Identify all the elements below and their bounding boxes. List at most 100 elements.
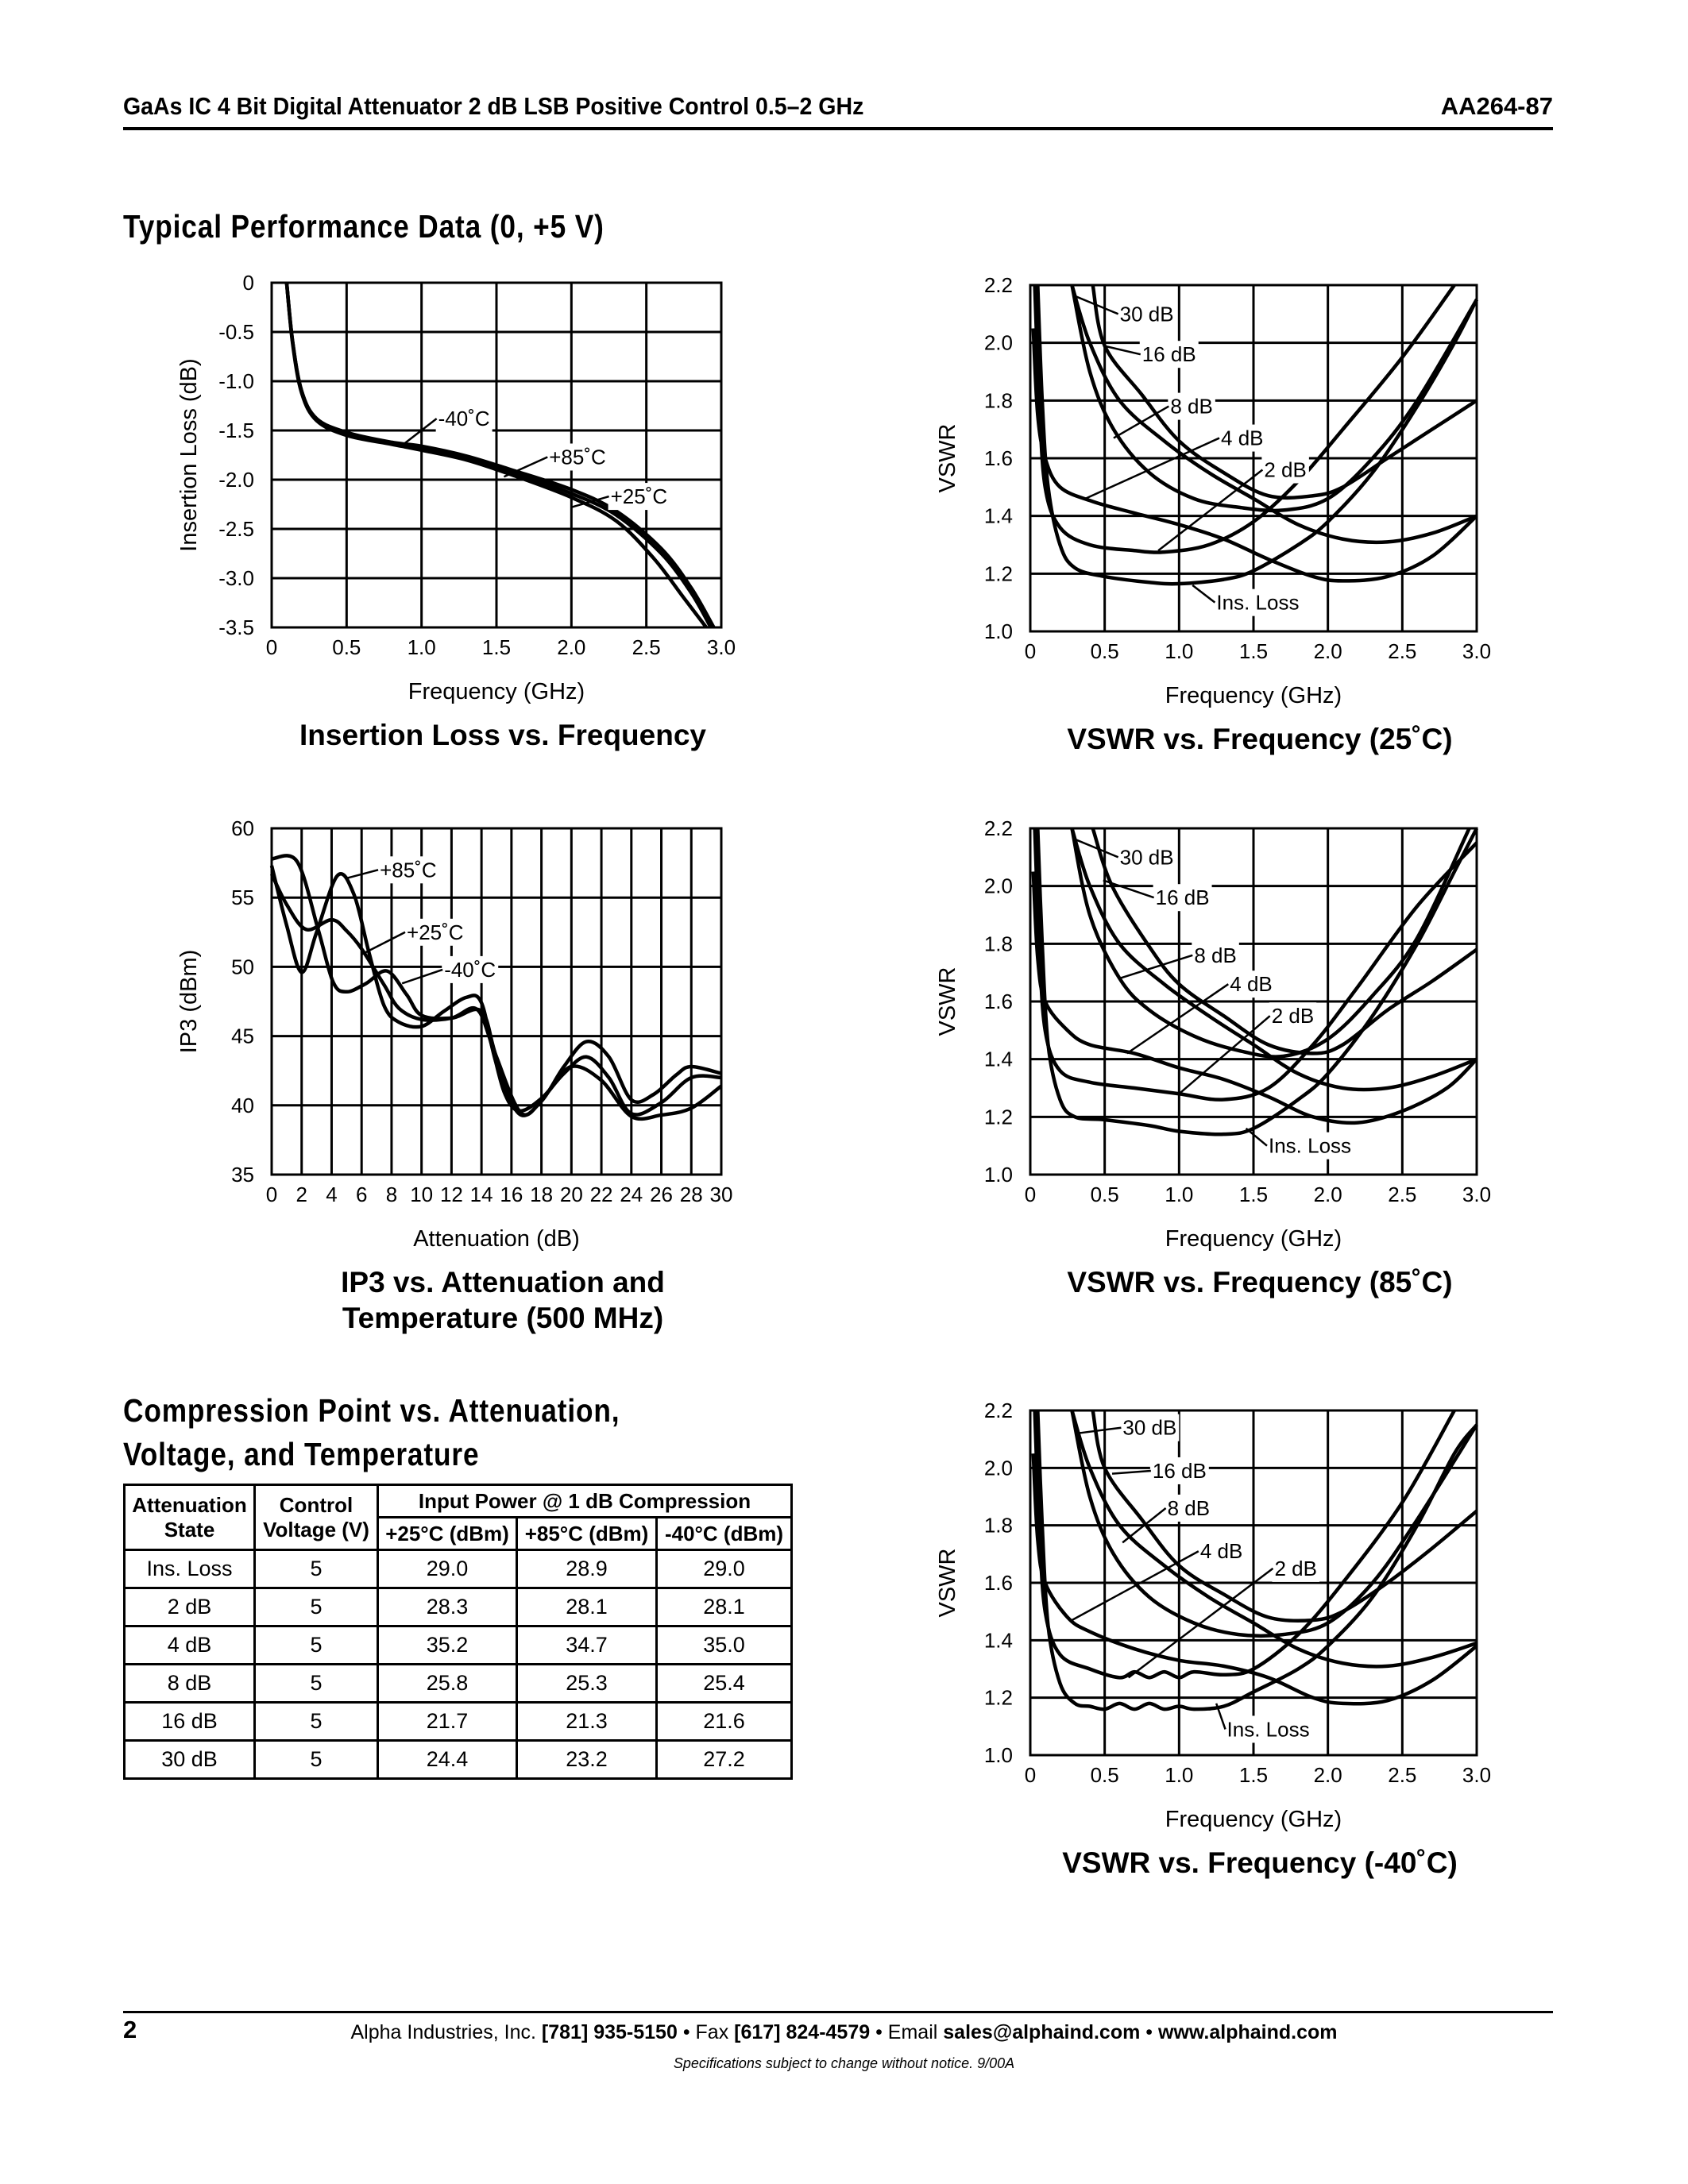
y-tick-label: -3.0 bbox=[218, 566, 254, 590]
y-tick-label: -2.5 bbox=[218, 517, 254, 541]
y-tick-label: 1.4 bbox=[984, 1628, 1013, 1652]
annotation-leader-line bbox=[346, 869, 379, 879]
plot-frame bbox=[270, 827, 723, 1176]
email-link[interactable]: sales@alphaind.com bbox=[943, 2021, 1141, 2043]
annotation-knockout bbox=[1261, 456, 1309, 484]
series-line-2db bbox=[1033, 284, 1456, 554]
plot-frame bbox=[270, 281, 723, 629]
y-tick-label: 1.0 bbox=[984, 1163, 1013, 1187]
annotation-leader-line bbox=[401, 968, 443, 985]
table-cell: 35.2 bbox=[377, 1625, 518, 1665]
series-line-30db bbox=[1070, 284, 1477, 545]
annotation-knockout bbox=[1168, 392, 1215, 420]
series-line-8db bbox=[1070, 1410, 1478, 1638]
y-tick-label: 1.2 bbox=[984, 1105, 1013, 1129]
annotation-label: 8 dB bbox=[1194, 943, 1237, 967]
x-tick-label: 20 bbox=[560, 1183, 583, 1206]
x-axis-label: Attenuation (dB) bbox=[413, 1226, 580, 1252]
annotation-leader-line bbox=[1076, 295, 1119, 315]
y-tick-label: 1.2 bbox=[984, 1686, 1013, 1710]
x-axis-label: Frequency (GHz) bbox=[408, 679, 585, 704]
y-tick-label: 2.2 bbox=[984, 816, 1013, 840]
y-tick-label: -3.5 bbox=[218, 615, 254, 639]
x-tick-label: 0.5 bbox=[1091, 1183, 1119, 1206]
annotation-leader-line bbox=[1076, 1426, 1122, 1435]
series-line-40c bbox=[284, 282, 716, 629]
table-cell: 27.2 bbox=[655, 1739, 793, 1780]
annotation-label: -40˚C bbox=[438, 407, 490, 430]
x-axis-label: Frequency (GHz) bbox=[1165, 1226, 1342, 1252]
y-tick-label: -2.0 bbox=[218, 468, 254, 492]
y-tick-label: 2.0 bbox=[984, 331, 1013, 355]
table-row: 30 dB 5 24.4 23.2 27.2 bbox=[123, 1739, 793, 1780]
annotation-leader-line bbox=[1076, 839, 1119, 859]
annotation-leader-line bbox=[1157, 469, 1264, 552]
x-tick-label: 3.0 bbox=[1462, 1763, 1491, 1787]
y-tick-label: 1.6 bbox=[984, 1571, 1013, 1595]
table-cell: 28.1 bbox=[655, 1587, 793, 1627]
website-link[interactable]: www.alphaind.com bbox=[1158, 2021, 1338, 2043]
annotation-knockout bbox=[1153, 884, 1212, 912]
x-tick-label: 0.5 bbox=[1091, 639, 1119, 663]
x-tick-label: 1.0 bbox=[1165, 1183, 1193, 1206]
header-rule bbox=[123, 127, 1553, 130]
annotation-label: 8 dB bbox=[1168, 1496, 1211, 1520]
y-tick-label: 1.0 bbox=[984, 1743, 1013, 1767]
fax-label: Fax bbox=[695, 2021, 729, 2043]
annotation-leader-line bbox=[1245, 1127, 1268, 1147]
annotation-leader-line bbox=[1215, 1703, 1226, 1730]
annotation-label: 16 dB bbox=[1153, 1459, 1207, 1483]
chart-title: VSWR vs. Frequency (-40˚C) bbox=[1062, 1846, 1458, 1879]
x-tick-label: 26 bbox=[650, 1183, 673, 1206]
annotation-label: 16 dB bbox=[1156, 886, 1210, 909]
x-tick-label: 10 bbox=[410, 1183, 433, 1206]
table-cell: 29.0 bbox=[655, 1549, 793, 1589]
series-line-40c bbox=[271, 854, 723, 1121]
y-tick-label: 1.8 bbox=[984, 1514, 1013, 1538]
header-85c: +85°C (dBm) bbox=[516, 1516, 658, 1551]
y-axis-label: Insertion Loss (dB) bbox=[176, 358, 202, 551]
annotation-label: Ins. Loss bbox=[1269, 1134, 1351, 1158]
table-cell: 25.8 bbox=[377, 1663, 518, 1704]
y-tick-label: 1.0 bbox=[984, 619, 1013, 643]
table-cell: 25.3 bbox=[516, 1663, 658, 1704]
annotation-knockout bbox=[547, 443, 608, 471]
annotation-knockout bbox=[1139, 341, 1199, 369]
x-tick-label: 0.5 bbox=[1091, 1763, 1119, 1787]
x-tick-label: 1.5 bbox=[482, 635, 511, 659]
table-cell: 5 bbox=[253, 1663, 379, 1704]
table-cell: 21.6 bbox=[655, 1701, 793, 1742]
table-cell: Ins. Loss bbox=[123, 1549, 256, 1589]
annotation-knockout bbox=[1165, 1494, 1213, 1522]
y-tick-label: 55 bbox=[231, 886, 254, 909]
series-line-insloss bbox=[1036, 1410, 1478, 1711]
annotation-label: 16 dB bbox=[1142, 342, 1196, 366]
x-tick-label: 1.5 bbox=[1239, 1183, 1268, 1206]
annotation-label: 8 dB bbox=[1170, 395, 1213, 419]
y-tick-label: 1.6 bbox=[984, 990, 1013, 1013]
x-tick-label: 4 bbox=[326, 1183, 337, 1206]
footer-contact: Alpha Industries, Inc. [781] 935-5150 • … bbox=[350, 2021, 1338, 2043]
annotation-label: +85˚C bbox=[549, 445, 606, 469]
annotation-label: 4 dB bbox=[1200, 1539, 1243, 1563]
table-cell: 4 dB bbox=[123, 1625, 256, 1665]
table-cell: 5 bbox=[253, 1625, 379, 1665]
x-tick-label: 1.0 bbox=[1165, 639, 1193, 663]
y-tick-label: 60 bbox=[231, 816, 254, 840]
part-number: AA264-87 bbox=[1440, 92, 1553, 120]
table-cell: 25.4 bbox=[655, 1663, 793, 1704]
x-axis-label: Frequency (GHz) bbox=[1165, 683, 1342, 708]
table-cell: 24.4 bbox=[377, 1739, 518, 1780]
plot-frame bbox=[1029, 827, 1478, 1176]
footer-note: Specifications subject to change without… bbox=[673, 2055, 1015, 2071]
company-name: Alpha Industries, Inc. bbox=[350, 2021, 536, 2043]
annotation-leader-line bbox=[1178, 1015, 1271, 1095]
annotation-label: +25˚C bbox=[611, 484, 668, 508]
header-input-power-group: Input Power @ 1 dB Compression bbox=[377, 1484, 793, 1518]
x-tick-label: 28 bbox=[680, 1183, 703, 1206]
annotation-knockout bbox=[1197, 1538, 1246, 1565]
annotation-label: 4 dB bbox=[1230, 972, 1273, 996]
x-tick-label: 2.5 bbox=[1388, 1763, 1416, 1787]
x-tick-label: 2.5 bbox=[1388, 639, 1416, 663]
annotation-label: 4 dB bbox=[1221, 426, 1264, 450]
